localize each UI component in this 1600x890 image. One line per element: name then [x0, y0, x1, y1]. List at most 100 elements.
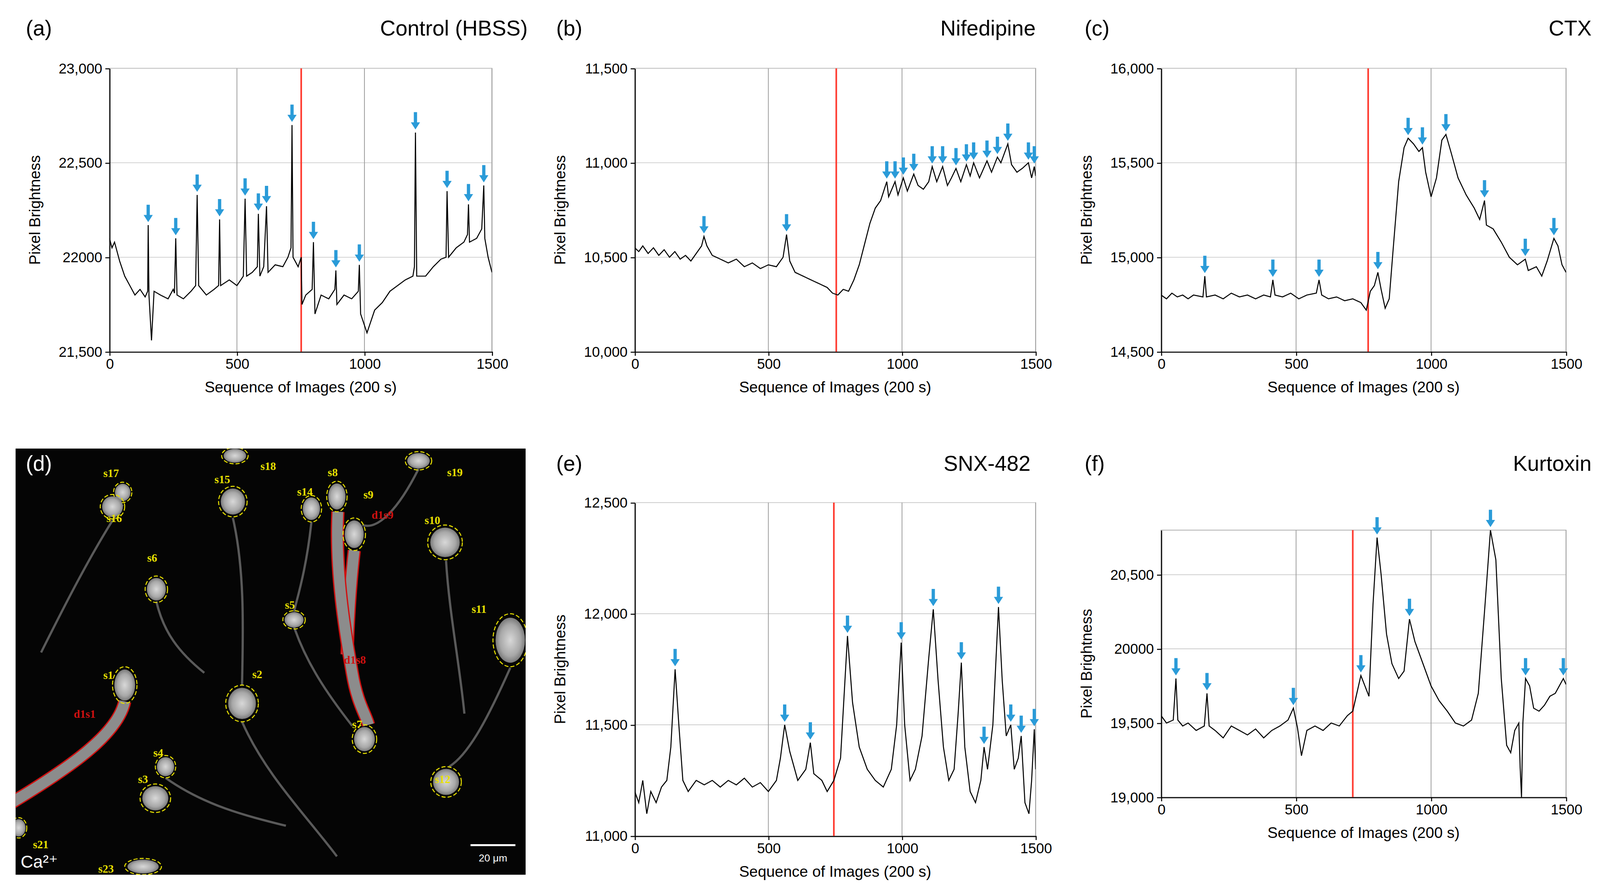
- peak-arrow: [410, 112, 420, 130]
- cell-roi: [218, 486, 248, 517]
- peak-arrow: [192, 174, 202, 193]
- x-tick: 0: [105, 352, 114, 373]
- data-layer: [634, 607, 1036, 815]
- cell-label: s8: [327, 466, 338, 479]
- panel-label: (c): [1084, 16, 1110, 41]
- peak-arrow: [1268, 259, 1278, 277]
- tick-label: 0: [1157, 802, 1166, 818]
- peak-arrow: [956, 642, 966, 660]
- axis-line: [109, 352, 493, 353]
- cell-body: [223, 449, 247, 464]
- axis-title: Sequence of Images (200 s): [739, 863, 932, 881]
- peak-arrow: [1003, 123, 1013, 141]
- peak-arrow: [1520, 238, 1530, 257]
- grid-line: [491, 68, 493, 352]
- cell-body: [15, 819, 26, 837]
- tick-mark: [1035, 836, 1037, 841]
- tick-mark: [364, 352, 366, 357]
- peak-arrow: [982, 140, 992, 158]
- y-tick: 16,000: [1110, 60, 1162, 77]
- y-tick: 23,000: [58, 60, 110, 77]
- cell-label: s2: [252, 668, 262, 681]
- cell-label: s12: [434, 773, 451, 786]
- tick-label: 12,000: [583, 606, 628, 622]
- peak-arrow: [1479, 180, 1489, 198]
- tick-label: 14,500: [1110, 344, 1155, 360]
- cell-roi: [140, 784, 171, 813]
- peak-arrow: [479, 165, 489, 183]
- axis-title: Pixel Brightness: [551, 614, 569, 725]
- y-axis: 14,50015,00015,50016,000: [1110, 60, 1162, 360]
- neurite: [156, 601, 205, 674]
- tick-mark: [630, 725, 635, 727]
- cell-body: [344, 520, 364, 549]
- y-axis: 21,5002200022,50023,000: [58, 60, 110, 360]
- dendrite-label: d1s8: [344, 654, 367, 667]
- grid-line: [1161, 257, 1567, 258]
- tick-mark: [1430, 352, 1432, 357]
- data-layer: [109, 125, 493, 341]
- x-tick: 1500: [1550, 797, 1583, 818]
- peak-arrow: [979, 727, 989, 745]
- chart-panel: 14,50015,00015,50016,000050010001500Sequ…: [1077, 16, 1592, 396]
- cell-label: s21: [33, 838, 49, 852]
- x-tick: 500: [225, 352, 250, 373]
- grid-line: [634, 502, 1036, 504]
- axis-title: Sequence of Images (200 s): [1267, 824, 1460, 842]
- neurite: [449, 668, 511, 767]
- peak-arrow: [781, 214, 791, 232]
- tick-mark: [1157, 797, 1162, 799]
- tick-label: 1500: [1550, 802, 1583, 818]
- peak-arrow: [805, 722, 815, 741]
- x-axis: 050010001500: [1157, 352, 1583, 373]
- axis-title: Pixel Brightness: [26, 155, 44, 265]
- cell-roi: [282, 611, 305, 630]
- peak-arrow: [1314, 259, 1324, 277]
- grid-line: [767, 68, 769, 352]
- axis-title: Sequence of Images (200 s): [739, 378, 932, 396]
- grid-line: [1295, 68, 1297, 352]
- tick-label: 20000: [1114, 641, 1154, 658]
- cell-body: [114, 669, 136, 702]
- tick-label: 500: [1284, 802, 1309, 818]
- tick-label: 1000: [1415, 356, 1448, 372]
- data-layer: [634, 143, 1036, 296]
- trace-line: [1161, 530, 1567, 798]
- cell-body: [220, 488, 246, 515]
- cell-label: s5: [284, 599, 295, 612]
- grid-line: [634, 162, 1036, 164]
- neurite: [233, 518, 243, 686]
- cell-label: s15: [214, 473, 231, 486]
- neurite: [242, 722, 338, 858]
- tick-mark: [902, 352, 903, 357]
- y-tick: 22000: [62, 249, 110, 266]
- tick-label: 10,000: [583, 344, 628, 360]
- peak-arrow: [354, 244, 365, 262]
- data-layer: [1161, 134, 1567, 311]
- y-tick: 19,000: [1110, 790, 1162, 806]
- peak-arrow: [992, 136, 1003, 155]
- peak-arrow: [1288, 688, 1298, 706]
- tick-mark: [768, 352, 770, 357]
- grid-line: [634, 724, 1036, 726]
- application-line: [1367, 68, 1370, 352]
- peak-arrow: [938, 146, 948, 164]
- peak-arrow: [1356, 655, 1366, 673]
- tick-mark: [1157, 162, 1162, 164]
- tick-label: 12,500: [583, 495, 628, 511]
- tick-label: 20,500: [1110, 567, 1155, 584]
- x-tick: 0: [1157, 352, 1166, 373]
- tick-label: 1000: [886, 356, 919, 372]
- peak-arrow: [214, 199, 224, 217]
- peak-arrow: [670, 649, 680, 667]
- application-line: [833, 502, 835, 837]
- y-tick: 12,000: [583, 606, 635, 622]
- tick-mark: [1430, 797, 1432, 802]
- peak-arrow: [842, 615, 853, 634]
- peak-arrow: [287, 104, 297, 122]
- y-tick: 11,500: [585, 60, 635, 77]
- tick-label: 19,000: [1110, 790, 1155, 806]
- cell-body: [433, 769, 460, 796]
- plot-frame: [1161, 68, 1567, 352]
- peak-arrow: [143, 204, 153, 223]
